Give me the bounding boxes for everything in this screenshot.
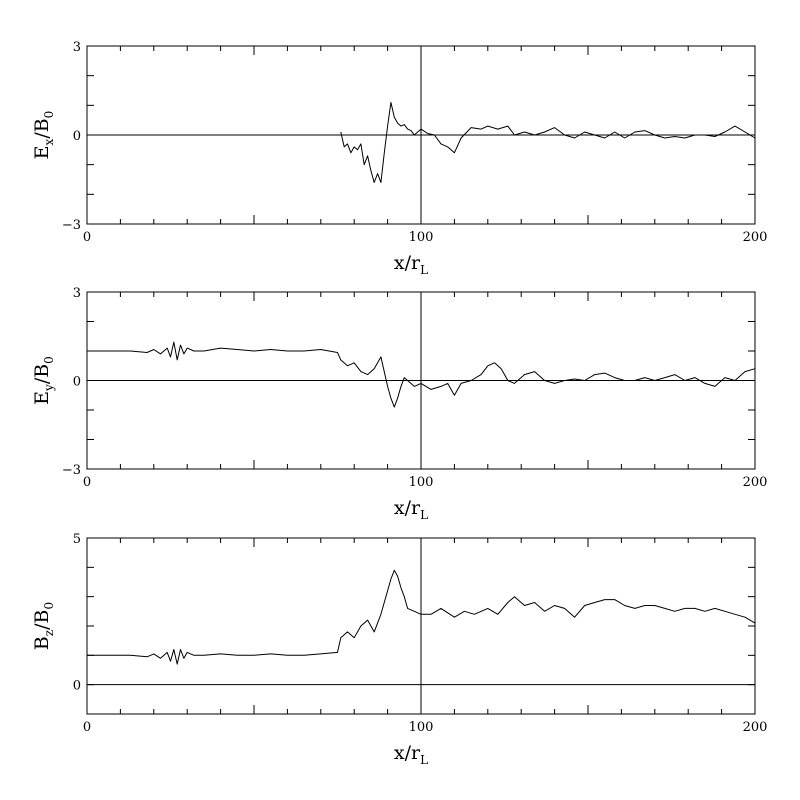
- y-axis-label-main: E: [31, 391, 53, 405]
- x-axis-label: x/rL: [394, 742, 428, 767]
- y-axis-label-subscript-2: 0: [42, 602, 56, 610]
- y-axis-label-rest: /B: [31, 118, 53, 138]
- y-axis-label-subscript-2: 0: [42, 356, 56, 364]
- series-line: [340, 101, 756, 183]
- x-axis-label-subscript: L: [420, 263, 428, 277]
- x-tick-label: 100: [409, 720, 434, 735]
- y-tick-label: −3: [62, 463, 81, 478]
- y-tick-label: 3: [73, 286, 81, 301]
- x-tick-label: 200: [743, 475, 768, 490]
- y-axis-label-subscript: y: [42, 384, 56, 392]
- x-axis-label-subscript: L: [420, 753, 428, 767]
- y-axis-label-rest: /B: [31, 609, 53, 629]
- x-axis-label-main: x/r: [394, 742, 421, 764]
- x-tick-label: 100: [409, 230, 434, 245]
- x-tick-label: 0: [83, 475, 91, 490]
- x-tick-label: 0: [83, 230, 91, 245]
- y-tick-label: 5: [73, 532, 81, 547]
- y-tick-label: 0: [73, 375, 81, 390]
- y-axis-label: Ey/B0: [31, 356, 56, 405]
- series-line: [87, 341, 756, 408]
- y-axis-label: Ex/B0: [31, 111, 56, 160]
- x-tick-label: 200: [743, 230, 768, 245]
- y-tick-label: 0: [73, 129, 81, 144]
- y-axis-label-subscript-2: 0: [42, 111, 56, 119]
- series-line: [87, 569, 756, 665]
- y-tick-label: 3: [73, 40, 81, 55]
- x-tick-label: 0: [83, 720, 91, 735]
- y-axis-label-main: E: [31, 145, 53, 159]
- y-axis-label-main: B: [31, 636, 53, 650]
- y-axis-label-subscript: z: [42, 630, 56, 636]
- x-axis-label: x/rL: [394, 497, 428, 522]
- y-axis-label-rest: /B: [31, 364, 53, 384]
- y-tick-label: −3: [62, 218, 81, 233]
- x-axis-label: x/rL: [394, 252, 428, 277]
- x-axis-label-subscript: L: [420, 508, 428, 522]
- x-axis-label-main: x/r: [394, 252, 421, 274]
- x-axis-label-main: x/r: [394, 497, 421, 519]
- y-axis-label-subscript: x: [42, 138, 56, 145]
- x-tick-label: 100: [409, 475, 434, 490]
- x-tick-label: 200: [743, 720, 768, 735]
- y-tick-label: 0: [73, 679, 81, 694]
- y-axis-label: Bz/B0: [31, 602, 56, 650]
